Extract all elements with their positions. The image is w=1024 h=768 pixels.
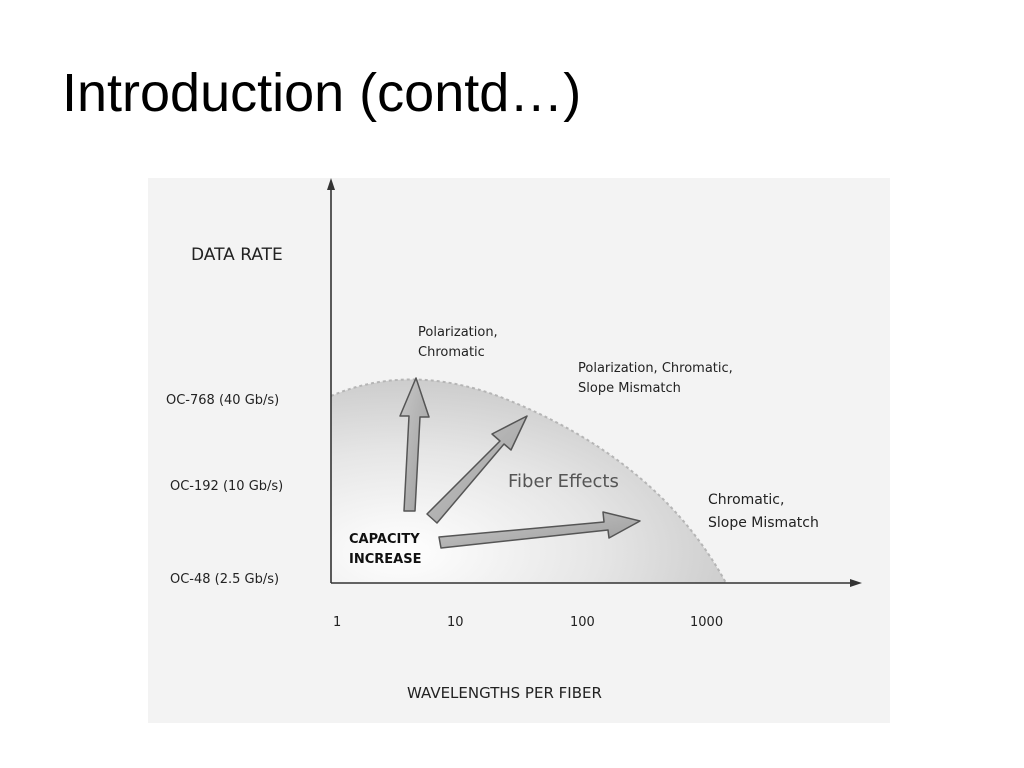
horizontal-arrow-annotation: Slope Mismatch xyxy=(708,515,819,531)
capacity-label: INCREASE xyxy=(349,552,421,567)
fiber-effects-region xyxy=(331,379,726,583)
y-axis-arrowhead xyxy=(327,178,335,190)
diagonal-arrow-annotation: Slope Mismatch xyxy=(578,381,681,396)
x-tick-label: 100 xyxy=(570,615,595,630)
horizontal-capacity-arrow xyxy=(438,511,641,549)
vertical-arrow-annotation: Polarization, xyxy=(418,325,498,340)
y-tick-label: OC-768 (40 Gb/s) xyxy=(166,393,279,408)
y-axis-title: DATA RATE xyxy=(191,245,283,265)
x-tick-label: 1 xyxy=(333,615,341,630)
x-axis-title: WAVELENGTHS PER FIBER xyxy=(407,684,602,702)
diagonal-arrow-annotation: Polarization, Chromatic, xyxy=(578,361,733,376)
x-tick-label: 10 xyxy=(447,615,464,630)
x-axis-arrowhead xyxy=(850,579,862,587)
slide-title: Introduction (contd…) xyxy=(62,63,582,123)
y-tick-label: OC-192 (10 Gb/s) xyxy=(170,479,283,494)
capacity-label: CAPACITY xyxy=(349,532,420,547)
diagonal-capacity-arrow xyxy=(426,415,528,524)
vertical-capacity-arrow xyxy=(399,377,430,512)
fiber-capacity-diagram: DATA RATE OC-768 (40 Gb/s) OC-192 (10 Gb… xyxy=(148,178,890,723)
x-tick-label: 1000 xyxy=(690,615,723,630)
horizontal-arrow-annotation: Chromatic, xyxy=(708,492,784,508)
vertical-arrow-annotation: Chromatic xyxy=(418,345,485,360)
y-tick-label: OC-48 (2.5 Gb/s) xyxy=(170,572,279,587)
fiber-effects-label: Fiber Effects xyxy=(508,471,619,492)
